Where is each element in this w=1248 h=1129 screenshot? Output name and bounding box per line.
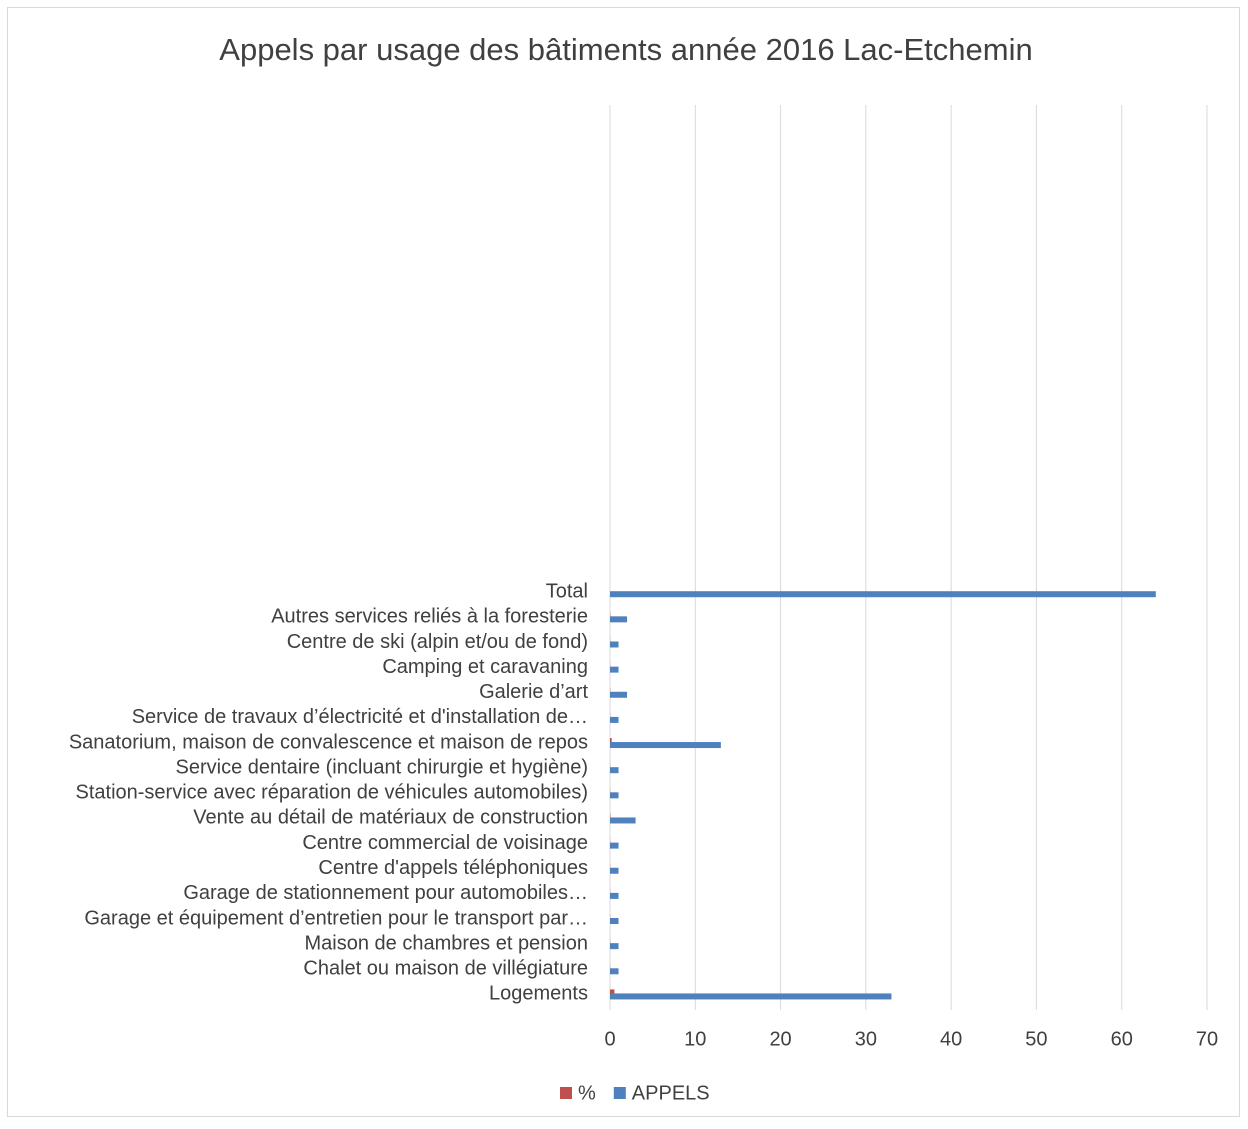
x-tick-label: 20 — [769, 1028, 791, 1050]
y-tick-label: Sanatorium, maison de convalescence et m… — [69, 731, 588, 753]
y-tick-label: Logements — [489, 983, 588, 1005]
y-tick-label: Camping et caravaning — [382, 656, 588, 678]
y-tick-label: Vente au détail de matériaux de construc… — [193, 807, 588, 829]
x-tick-label: 50 — [1025, 1028, 1047, 1050]
y-tick-label: Station-service avec réparation de véhic… — [76, 782, 589, 804]
bar — [610, 943, 619, 949]
legend-label: APPELS — [632, 1082, 710, 1104]
bar — [610, 591, 1156, 597]
x-tick-label: 60 — [1111, 1028, 1133, 1050]
bar — [610, 742, 721, 748]
x-tick-label: 0 — [604, 1028, 615, 1050]
bar — [610, 968, 619, 974]
bar — [610, 893, 619, 899]
y-tick-label: Garage et équipement d’entretien pour le… — [84, 907, 588, 929]
x-tick-label: 70 — [1196, 1028, 1218, 1050]
bar — [610, 667, 619, 673]
bar — [610, 767, 619, 773]
legend-label: % — [578, 1082, 596, 1104]
y-tick-label: Maison de chambres et pension — [305, 932, 589, 954]
bar — [610, 817, 636, 823]
y-tick-label: Chalet ou maison de villégiature — [303, 958, 588, 980]
bar — [610, 616, 627, 622]
y-tick-label: Service de travaux d’électricité et d'in… — [132, 706, 588, 728]
chart-frame — [8, 8, 1240, 1117]
chart-title: Appels par usage des bâtiments année 201… — [219, 32, 1032, 67]
bar — [610, 692, 627, 698]
bar — [610, 868, 619, 874]
y-tick-label: Service dentaire (incluant chirurgie et … — [176, 756, 588, 778]
bar — [610, 918, 619, 924]
y-tick-label: Centre de ski (alpin et/ou de fond) — [287, 631, 588, 653]
x-tick-label: 40 — [940, 1028, 962, 1050]
y-tick-label: Centre commercial de voisinage — [302, 832, 588, 854]
y-tick-label: Total — [546, 580, 588, 602]
bar — [610, 792, 619, 798]
legend-swatch — [614, 1087, 626, 1099]
y-tick-label: Autres services reliés à la foresterie — [271, 606, 588, 628]
bar — [610, 641, 619, 647]
bar — [610, 843, 619, 849]
x-tick-label: 10 — [684, 1028, 706, 1050]
y-tick-label: Garage de stationnement pour automobiles… — [183, 882, 588, 904]
bar — [610, 717, 619, 723]
bar — [610, 993, 891, 999]
legend-swatch — [560, 1087, 572, 1099]
y-tick-label: Centre d'appels téléphoniques — [318, 857, 588, 879]
y-tick-label: Galerie d’art — [479, 681, 588, 703]
x-tick-label: 30 — [855, 1028, 877, 1050]
